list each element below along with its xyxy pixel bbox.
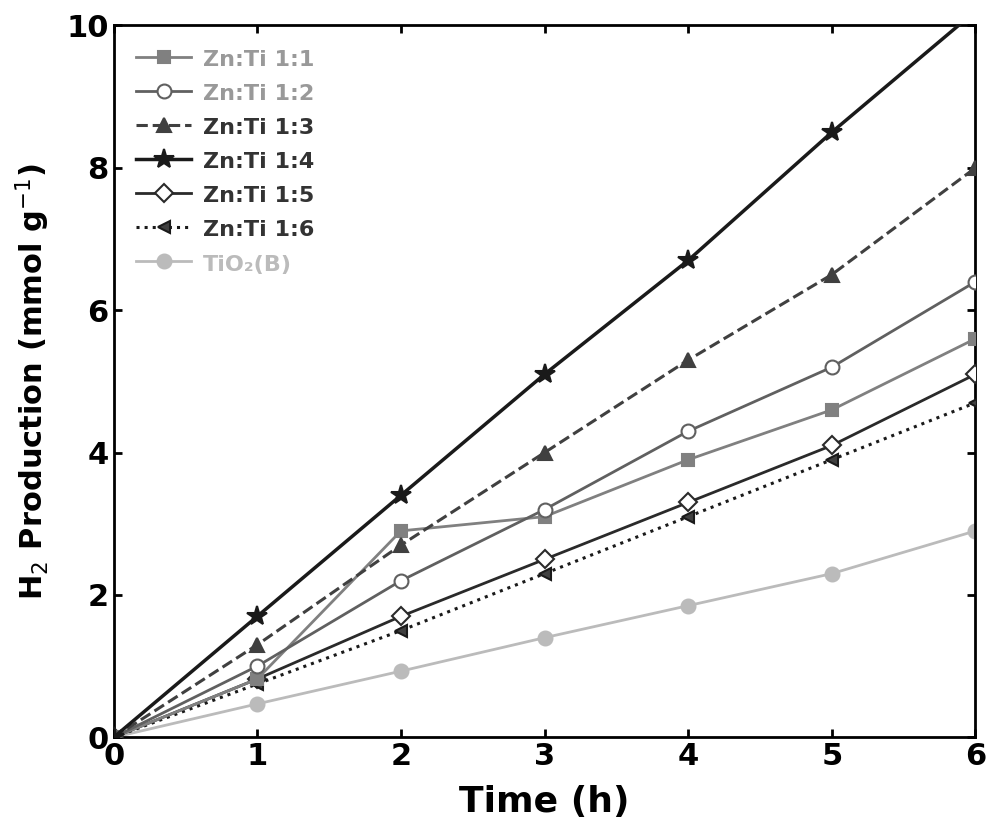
Zn:Ti 1:3 [251,640,263,650]
TiO₂(B) [395,666,407,676]
Zn:Ti 1:5 [251,674,263,684]
Zn:Ti 1:3 [108,732,120,742]
Zn:Ti 1:3 [395,540,407,550]
Zn:Ti 1:6 [395,626,407,636]
Line: Zn:Ti 1:5: Zn:Ti 1:5 [107,368,982,744]
Line: Zn:Ti 1:3: Zn:Ti 1:3 [107,161,982,745]
Zn:Ti 1:2 [969,277,981,287]
Zn:Ti 1:6 [251,679,263,689]
Y-axis label: H$_2$ Production (mmol g$^{-1}$): H$_2$ Production (mmol g$^{-1}$) [14,163,52,600]
Zn:Ti 1:5 [969,369,981,379]
Zn:Ti 1:3 [682,355,694,365]
Zn:Ti 1:2 [682,426,694,436]
Zn:Ti 1:5 [826,441,838,451]
Zn:Ti 1:5 [682,497,694,507]
Zn:Ti 1:6 [539,569,551,579]
Line: Zn:Ti 1:1: Zn:Ti 1:1 [107,332,982,744]
Legend: Zn:Ti 1:1, Zn:Ti 1:2, Zn:Ti 1:3, Zn:Ti 1:4, Zn:Ti 1:5, Zn:Ti 1:6, TiO₂(B): Zn:Ti 1:1, Zn:Ti 1:2, Zn:Ti 1:3, Zn:Ti 1… [125,37,325,286]
Zn:Ti 1:5 [395,611,407,621]
Zn:Ti 1:1 [682,455,694,465]
Zn:Ti 1:4 [395,491,407,501]
Zn:Ti 1:1 [251,674,263,684]
Zn:Ti 1:2 [539,505,551,515]
Zn:Ti 1:1 [969,334,981,344]
Zn:Ti 1:4 [969,6,981,16]
Zn:Ti 1:6 [108,732,120,742]
TiO₂(B) [108,732,120,742]
Zn:Ti 1:1 [539,511,551,521]
TiO₂(B) [826,569,838,579]
Zn:Ti 1:2 [251,661,263,671]
Zn:Ti 1:4 [251,611,263,621]
Zn:Ti 1:1 [395,526,407,536]
Line: TiO₂(B): TiO₂(B) [107,524,982,745]
Zn:Ti 1:5 [108,732,120,742]
Zn:Ti 1:6 [826,455,838,465]
Zn:Ti 1:1 [826,405,838,415]
Zn:Ti 1:2 [395,576,407,586]
Zn:Ti 1:2 [826,362,838,372]
Zn:Ti 1:4 [108,732,120,742]
Zn:Ti 1:4 [539,369,551,379]
Zn:Ti 1:5 [539,555,551,565]
Zn:Ti 1:4 [826,127,838,137]
Zn:Ti 1:3 [826,270,838,280]
Line: Zn:Ti 1:2: Zn:Ti 1:2 [107,275,982,745]
Line: Zn:Ti 1:4: Zn:Ti 1:4 [103,1,986,748]
Zn:Ti 1:2 [108,732,120,742]
Zn:Ti 1:1 [108,732,120,742]
TiO₂(B) [539,633,551,643]
TiO₂(B) [251,699,263,709]
Line: Zn:Ti 1:6: Zn:Ti 1:6 [107,397,982,744]
Zn:Ti 1:6 [969,397,981,407]
Zn:Ti 1:4 [682,256,694,266]
TiO₂(B) [969,526,981,536]
Zn:Ti 1:3 [969,162,981,172]
Zn:Ti 1:6 [682,511,694,521]
TiO₂(B) [682,601,694,611]
X-axis label: Time (h): Time (h) [459,786,630,819]
Zn:Ti 1:3 [539,447,551,457]
